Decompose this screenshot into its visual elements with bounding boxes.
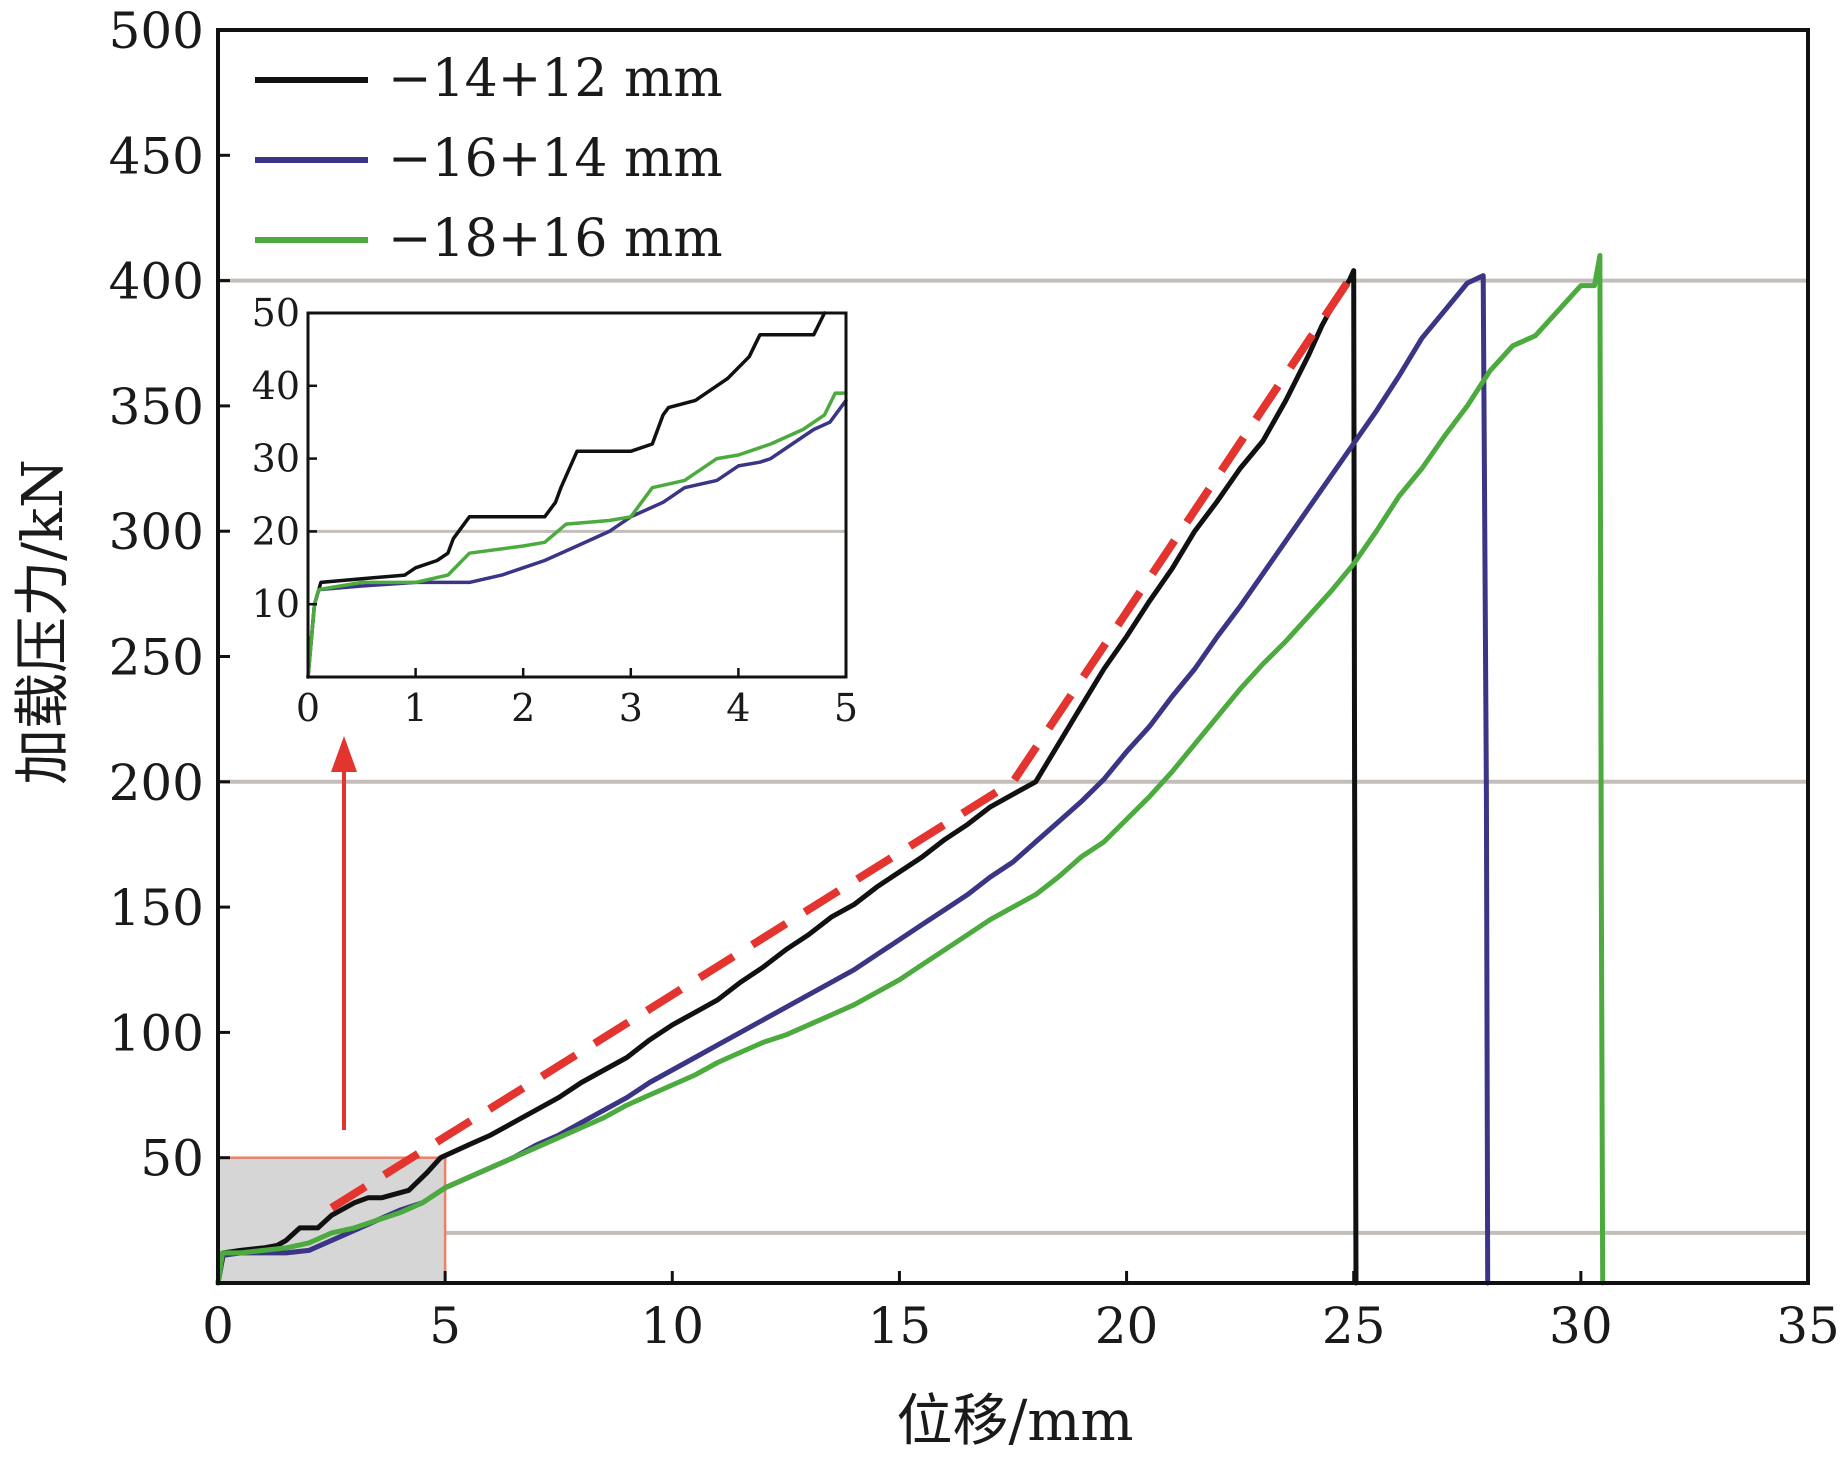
inset-frame: [306, 311, 848, 679]
inset-x-tick-label: 0: [296, 686, 320, 730]
inset-y-tick-labels: 10 20 30 40 50: [252, 291, 300, 626]
x-tick-label: 30: [1549, 1297, 1613, 1355]
zoom-arrow: [331, 736, 357, 1130]
x-tick-label: 10: [640, 1297, 704, 1355]
trend-line: [329, 270, 1358, 1212]
legend-label-1: −14+12 mm: [388, 49, 723, 109]
inset-y-tick-label: 20: [252, 509, 300, 553]
y-tick-label: 350: [109, 378, 204, 436]
legend-label-3: −18+16 mm: [388, 209, 723, 269]
tick-marks: [216, 28, 1810, 1283]
y-tick-label: 250: [109, 629, 204, 687]
inset-chart: 0 1 2 3 4 5 10 20 30 40 50: [252, 291, 858, 730]
y-tick-label: 400: [109, 253, 204, 311]
inset-x-tick-labels: 0 1 2 3 4 5: [296, 686, 858, 730]
x-tick-label: 0: [202, 1297, 234, 1355]
series-line-3: [215, 253, 1606, 1286]
y-tick-label: 100: [109, 1004, 204, 1062]
inset-y-tick-label: 10: [252, 582, 300, 626]
inset-series-line-3: [306, 391, 848, 679]
inset-y-tick-label: 50: [252, 291, 300, 335]
legend: −14+12 mm −16+14 mm −18+16 mm: [255, 49, 723, 269]
x-axis-title: 位移/mm: [896, 1389, 1133, 1454]
y-tick-label: 500: [109, 2, 204, 60]
y-tick-label: 450: [109, 127, 204, 185]
inset-y-tick-label: 40: [252, 364, 300, 408]
inset-series-layer: [306, 311, 848, 679]
inset-x-tick-label: 5: [834, 686, 858, 730]
y-tick-labels: 50 100 150 200 250 300 350 400 450 500: [109, 2, 204, 1188]
y-tick-label: 150: [109, 879, 204, 937]
x-tick-label: 25: [1322, 1297, 1386, 1355]
legend-label-2: −16+14 mm: [388, 129, 723, 189]
zoom-arrow-head: [331, 736, 357, 772]
zoom-region: [216, 1156, 447, 1285]
main-series-layer: [215, 253, 1606, 1286]
x-tick-label: 15: [868, 1297, 932, 1355]
reference-lines: [218, 278, 1808, 1235]
series-line-1: [215, 268, 1359, 1286]
inset-background: [308, 313, 846, 677]
y-tick-label: 50: [140, 1130, 204, 1188]
x-tick-label: 20: [1095, 1297, 1159, 1355]
y-tick-label: 200: [109, 754, 204, 812]
inset-y-tick-label: 30: [252, 437, 300, 481]
inset-series-line-2: [306, 398, 848, 679]
zoom-region-layer: [216, 1156, 447, 1285]
x-tick-label: 35: [1776, 1297, 1840, 1355]
x-tick-labels: 0 5 10 15 20 25 30 35: [202, 1297, 1840, 1355]
x-tick-label: 5: [429, 1297, 461, 1355]
inset-series-line-1: [306, 311, 827, 679]
inset-x-tick-label: 1: [404, 686, 428, 730]
inset-x-tick-label: 3: [619, 686, 643, 730]
inset-x-tick-label: 4: [726, 686, 750, 730]
trend-line-layer: [329, 270, 1358, 1212]
inset-tick-marks: [306, 311, 848, 677]
inset-x-tick-label: 2: [511, 686, 535, 730]
y-axis-title: 加载压力/kN: [11, 459, 76, 785]
y-tick-label: 300: [109, 503, 204, 561]
